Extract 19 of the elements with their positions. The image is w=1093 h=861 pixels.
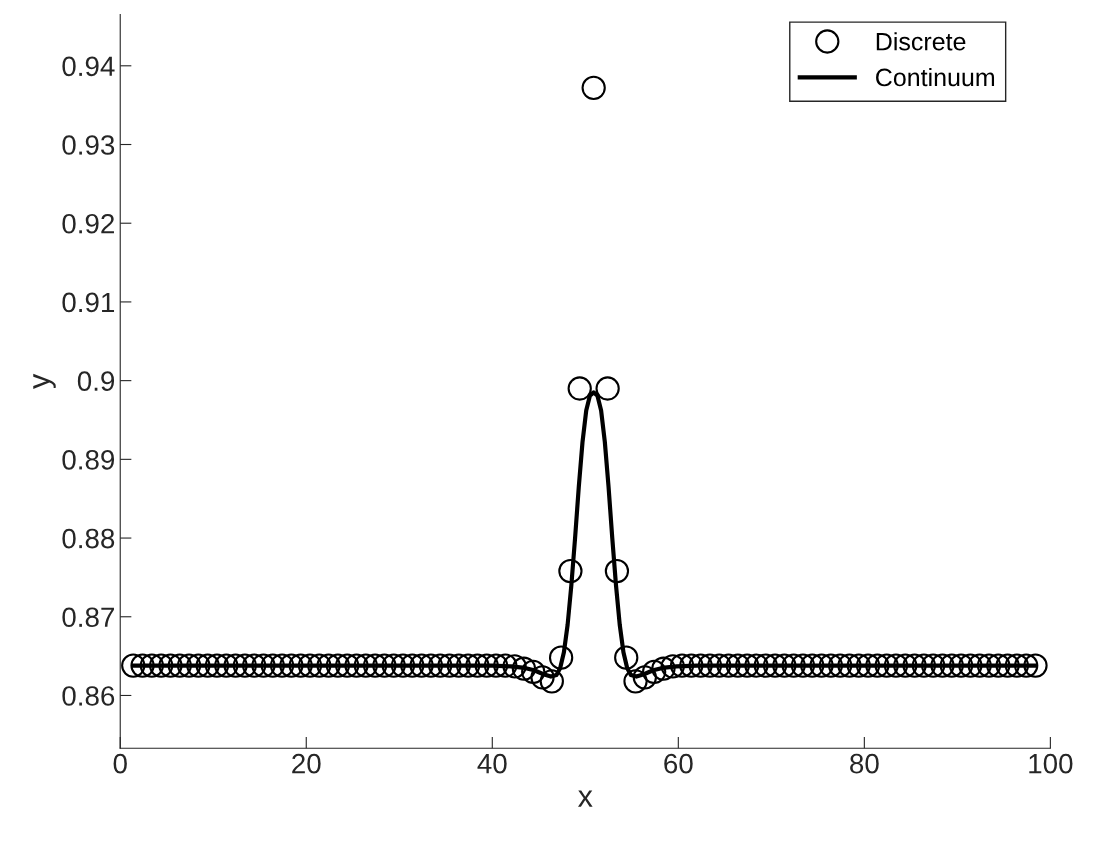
y-tick-label: 0.93 [62,135,115,155]
y-tick-label: 0.94 [62,56,115,77]
x-tick-label: 40 [477,753,507,774]
y-axis-title: y [33,373,56,389]
x-tick-label: 60 [664,753,693,774]
y-tick-label: 0.89 [62,450,115,470]
x-tick-label: 80 [850,753,879,774]
y-tick-label: 0.9 [77,371,115,391]
y-tick-label: 0.91 [62,292,115,313]
y-tick-label: 0.88 [62,528,115,549]
y-tick-label: 0.87 [62,607,114,628]
y-tick-label: 0.86 [62,686,115,706]
legend-label: Discrete [876,32,966,51]
x-axis-title: x [578,790,593,807]
y-tick-label: 0.92 [62,213,114,234]
x-tick-label: 0 [113,753,127,774]
x-tick-label: 20 [292,753,321,774]
legend-label: Continuum [876,67,995,87]
x-tick-label: 100 [1029,753,1073,774]
